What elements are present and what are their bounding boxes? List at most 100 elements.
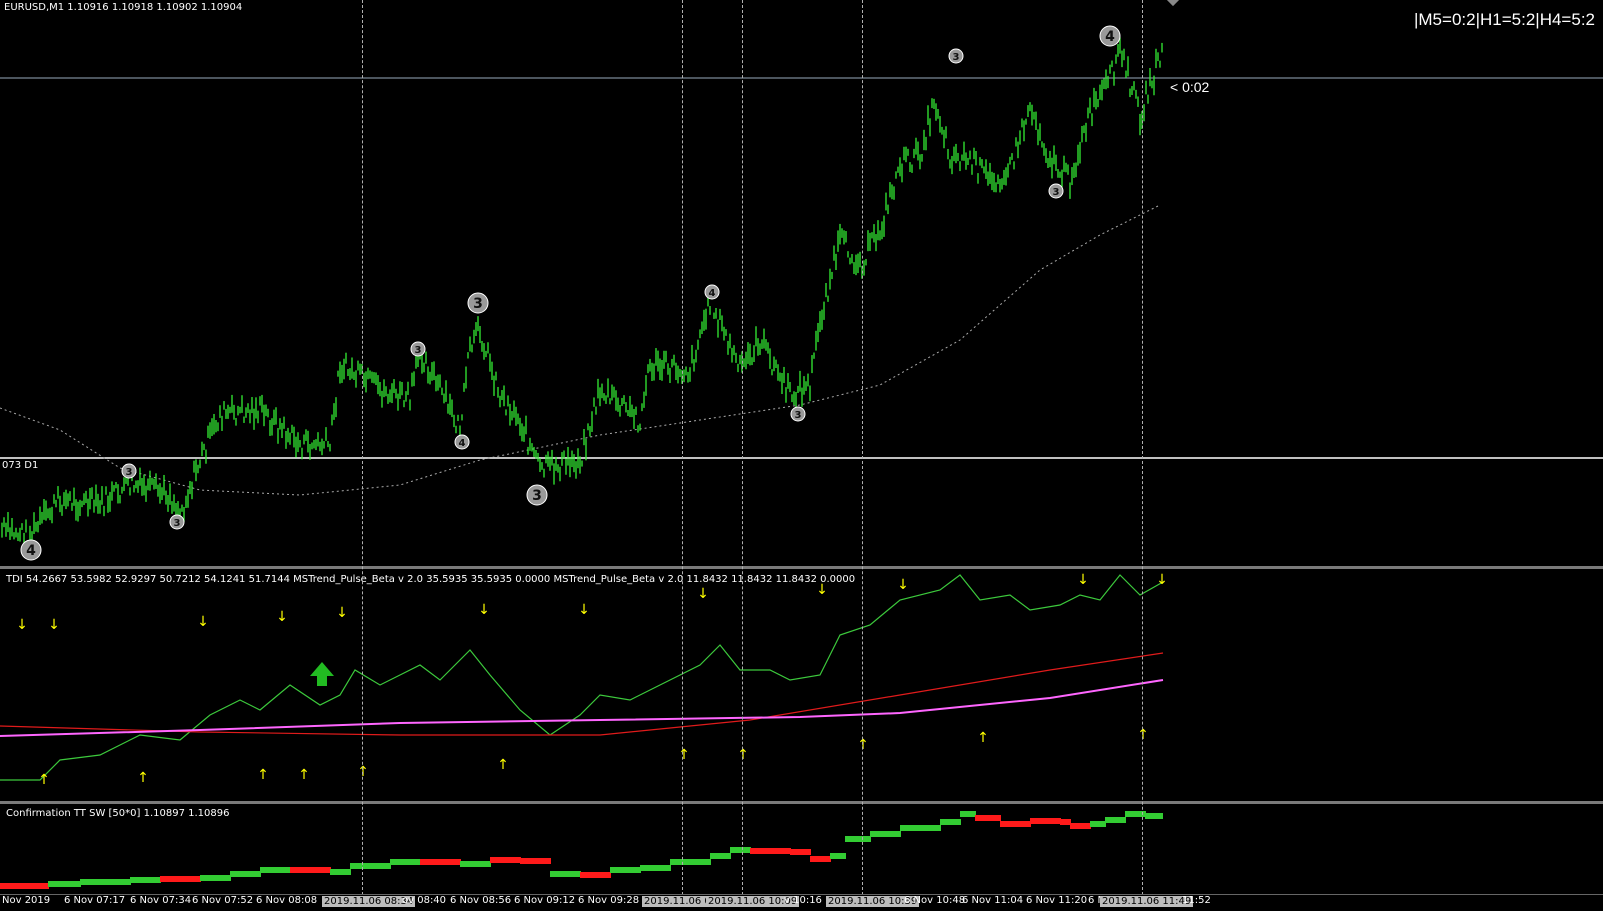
up-arrow-icon: ↑ [737, 747, 749, 763]
step-segment [940, 819, 961, 825]
candles [1, 37, 1163, 555]
badge-label: 4 [459, 438, 466, 449]
step-segment [350, 863, 391, 869]
badge-label: 4 [1105, 29, 1115, 45]
step-segment [520, 858, 551, 864]
signal-arrows: ↓ ↓ ↓ ↓ ↓ ↓ ↓ ↓ ↓ ↓ ↓ ↓ ↑ ↑ ↑ ↑ ↑ ↑ ↑ ↑ ↑ ↑ ↑ [16, 572, 1168, 788]
badge-label: 3 [953, 52, 960, 63]
up-arrow-icon: ↑ [678, 747, 690, 763]
session-line [862, 0, 863, 895]
badge-circle [526, 484, 548, 506]
step-segment [460, 861, 491, 867]
step-segment [1070, 823, 1091, 829]
down-arrow-icon: ↓ [276, 609, 288, 625]
badge-circle [704, 284, 720, 300]
time-axis-border [0, 894, 1603, 895]
down-arrow-icon: ↓ [578, 602, 590, 618]
down-arrow-icon: ↓ [336, 605, 348, 621]
pane-separator[interactable] [0, 566, 1603, 569]
step-segment [810, 856, 831, 862]
step-segment [1145, 813, 1163, 819]
badge-circle [121, 463, 137, 479]
step-segment [750, 848, 791, 854]
time-label: v 10:16 [784, 895, 822, 906]
time-label: 6 Nov 08:08 [256, 895, 318, 906]
bar-countdown: < 0:02 [1170, 79, 1210, 95]
tdi-red-line [0, 652, 1164, 736]
time-label: 6 Nov 10:48 [904, 895, 966, 906]
badge-label: 3 [473, 296, 483, 312]
time-label: 6 Nov 09:12 [514, 895, 576, 906]
badge-label: 3 [1053, 187, 1060, 198]
badge-circle [1048, 183, 1064, 199]
wave-badge-icon: 3 [410, 341, 426, 357]
badge-circle [948, 48, 964, 64]
step-segment [580, 872, 611, 878]
down-arrow-icon: ↓ [1077, 572, 1089, 588]
step-segment [640, 865, 671, 871]
time-label: 6 Nov 08:56 [450, 895, 512, 906]
wave-badge-icon: 3 [121, 463, 137, 479]
step-segment [200, 875, 231, 881]
step-segment [550, 871, 581, 877]
step-segment [975, 815, 1001, 821]
tdi-price-line [0, 574, 1164, 781]
step-segment [845, 836, 871, 842]
price-chart[interactable]: 4 3 3 3 4 3 4 3 3 3 3 4 [0, 0, 1603, 565]
step-segment [960, 811, 976, 817]
step-segment [1105, 817, 1126, 823]
step-segment [130, 877, 161, 883]
badge-label: 3 [795, 410, 802, 421]
wave-badge-icon: 3 [169, 514, 185, 530]
step-segment [490, 857, 521, 863]
time-label: 6 Nov 07:17 [64, 895, 126, 906]
tdi-chart[interactable]: ↓ ↓ ↓ ↓ ↓ ↓ ↓ ↓ ↓ ↓ ↓ ↓ ↑ ↑ ↑ ↑ ↑ ↑ ↑ ↑ ↑ ↑ ↑ [0, 570, 1603, 802]
down-arrow-icon: ↓ [697, 586, 709, 602]
up-arrow-icon: ↑ [977, 730, 989, 746]
time-label: ov 08:40 [402, 895, 447, 906]
wave-badges: 4 3 3 3 4 3 4 3 3 3 3 4 [20, 25, 1121, 561]
badge-label: 4 [709, 288, 716, 299]
tdi-header: TDI 54.2667 53.5982 52.9297 50.7212 54.1… [6, 574, 856, 585]
step-segment [730, 847, 751, 853]
badge-circle [169, 514, 185, 530]
down-arrow-icon: ↓ [48, 617, 60, 633]
time-label-boxed: 2019.11.06 08:34 [322, 896, 416, 907]
wave-badge-icon: 3 [526, 484, 548, 506]
wave-badge-icon: 4 [454, 434, 470, 450]
ma-polyline [0, 204, 1161, 496]
step-segment [420, 859, 461, 865]
symbol-header: EURUSD,M1 1.10916 1.10918 1.10902 1.1090… [4, 2, 243, 13]
confirmation-chart[interactable] [0, 804, 1603, 894]
step-segment [0, 883, 49, 889]
step-segment [1125, 811, 1146, 817]
badge-label: 3 [415, 345, 422, 356]
up-arrow-icon: ↑ [357, 764, 369, 780]
session-line [362, 0, 363, 895]
big-up-arrow-icon [310, 662, 334, 686]
step-segment [1090, 821, 1106, 827]
down-arrow-icon: ↓ [16, 617, 28, 633]
down-arrow-icon: ↓ [897, 577, 909, 593]
up-arrow-icon: ↑ [298, 767, 310, 783]
badge-circle [1099, 25, 1121, 47]
up-arrow-icon: ↑ [1137, 727, 1149, 743]
step-segment [330, 869, 351, 875]
pane-separator-2[interactable] [0, 801, 1603, 804]
up-arrow-icon: ↑ [38, 772, 50, 788]
time-label: 6 N [1088, 895, 1106, 906]
time-label: 6 Nov 09:28 [578, 895, 640, 906]
wave-badge-icon: 3 [1048, 183, 1064, 199]
step-segment [390, 859, 421, 865]
down-arrow-icon: ↓ [197, 614, 209, 630]
tdi-magenta-line [0, 679, 1164, 737]
mtf-status: |M5=0:2|H1=5:2|H4=5:2 [1413, 10, 1595, 29]
step-segment [710, 853, 731, 859]
moving-average-line [0, 204, 1161, 496]
badge-circle [20, 539, 42, 561]
time-label: 6 Nov 11:04 [962, 895, 1024, 906]
step-segment [670, 859, 711, 865]
step-segment [900, 825, 941, 831]
step-segment [1000, 821, 1031, 827]
session-line [1142, 0, 1143, 895]
